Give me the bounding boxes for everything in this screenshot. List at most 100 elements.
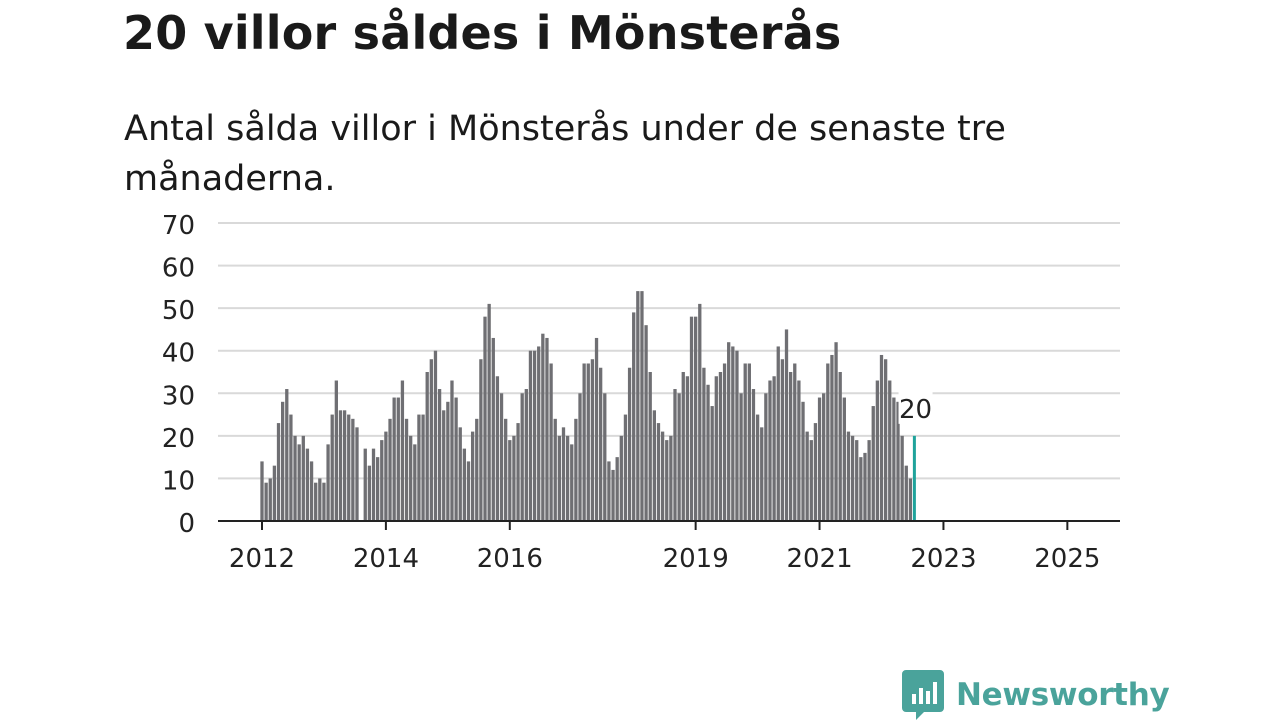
bar [784, 329, 789, 521]
x-tick-label: 2019 [663, 544, 729, 574]
bar [714, 376, 718, 521]
bar [470, 431, 475, 521]
bar [855, 440, 859, 521]
bar [429, 359, 433, 521]
bar [404, 418, 409, 521]
bar [289, 414, 293, 521]
bar [632, 312, 636, 521]
bar [805, 431, 809, 521]
x-tick-label: 2023 [910, 544, 976, 574]
bar [623, 414, 628, 521]
bar [871, 406, 875, 521]
bar [355, 427, 359, 521]
y-tick-label: 10 [162, 466, 195, 496]
bar [896, 401, 900, 521]
bar [603, 393, 607, 521]
bar [446, 401, 450, 521]
bar [462, 448, 467, 521]
bar [900, 435, 904, 521]
bar [764, 393, 768, 521]
bar [450, 380, 454, 521]
bar [875, 380, 880, 521]
bar [272, 465, 277, 521]
bar [731, 346, 735, 521]
bar [281, 401, 285, 521]
bar [392, 397, 396, 521]
y-tick-label: 30 [162, 381, 195, 411]
bar [640, 291, 644, 521]
bar [867, 440, 871, 521]
bar [594, 337, 599, 521]
bar [491, 337, 495, 521]
bar [479, 359, 483, 521]
bar [879, 354, 884, 521]
x-tick-label: 2014 [353, 544, 419, 574]
bar [433, 350, 438, 521]
chart-subtitle: Antal sålda villor i Mönsterås under de … [124, 109, 1006, 199]
bar [541, 333, 545, 521]
bar [677, 393, 681, 521]
bar [619, 435, 623, 521]
bar [351, 418, 355, 521]
bar [400, 380, 405, 521]
newsworthy-chart-bubble-icon [902, 670, 944, 720]
y-tick-label: 0 [178, 509, 195, 539]
x-tick-label: 2016 [477, 544, 543, 574]
bar [309, 461, 314, 521]
bar [495, 376, 500, 521]
y-tick-label: 50 [162, 296, 195, 326]
bar [338, 410, 343, 521]
bar [644, 325, 648, 521]
bar [751, 389, 756, 521]
bar [326, 444, 330, 521]
bar [607, 461, 611, 521]
bar [760, 427, 764, 521]
brand-logo: Newsworthy [902, 670, 1170, 720]
bar [755, 414, 760, 521]
labels: 0 10 20 30 40 50 60 70 2012 2014 2016 2019 2021 2023 2… [162, 211, 1101, 574]
bar [834, 342, 838, 521]
bar [301, 435, 305, 521]
chart-title: 20 villor såldes i Mönsterås [123, 6, 842, 60]
bar [735, 350, 739, 521]
gridlines [218, 222, 1120, 480]
bar [466, 461, 471, 521]
bar [702, 367, 706, 521]
bar [475, 418, 479, 521]
bar [706, 384, 710, 521]
data-label-background [898, 391, 933, 424]
bar [425, 372, 429, 521]
bar [504, 418, 508, 521]
bar [264, 482, 268, 521]
bar [260, 461, 264, 521]
bar [396, 397, 400, 521]
bar [582, 363, 586, 521]
bar [739, 393, 743, 521]
bar [524, 389, 528, 521]
bar [850, 435, 855, 521]
bar [347, 414, 351, 521]
bar [508, 440, 512, 521]
bar [694, 316, 698, 521]
bar [813, 423, 818, 521]
highlight-value-label: 20 [899, 395, 932, 425]
bar [442, 410, 446, 521]
bar [285, 389, 289, 521]
bar [532, 350, 537, 521]
bar [413, 444, 417, 521]
bar [888, 380, 892, 521]
bar [421, 414, 425, 521]
x-tick-label: 2025 [1034, 544, 1100, 574]
bar [797, 380, 801, 521]
bar [565, 435, 570, 521]
bar [276, 423, 281, 521]
bar [718, 372, 723, 521]
bar [648, 372, 652, 521]
bar [615, 457, 619, 521]
bar [599, 367, 603, 521]
bar [846, 431, 851, 521]
y-tick-label: 70 [162, 211, 195, 241]
bar [689, 316, 694, 521]
bar [768, 380, 772, 521]
bar [838, 372, 842, 521]
